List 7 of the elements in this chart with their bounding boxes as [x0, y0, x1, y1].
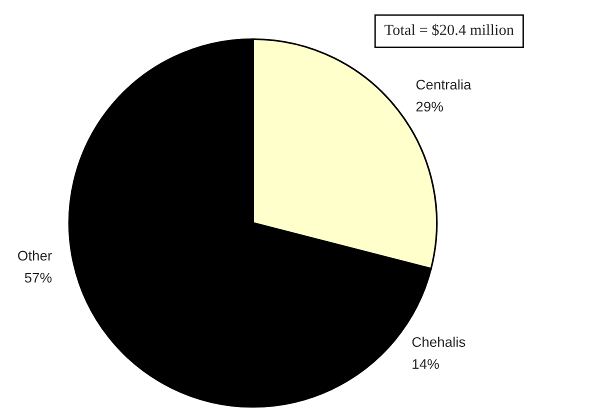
slice-label: Centralia — [416, 79, 472, 90]
slice-label: Chehalis — [412, 336, 466, 347]
data-label: 14% — [412, 359, 439, 369]
slice-label: Other — [18, 250, 52, 261]
data-label: 29% — [416, 102, 443, 112]
data-label: 57% — [24, 272, 52, 283]
text: Total = $20.4 million — [384, 24, 514, 36]
